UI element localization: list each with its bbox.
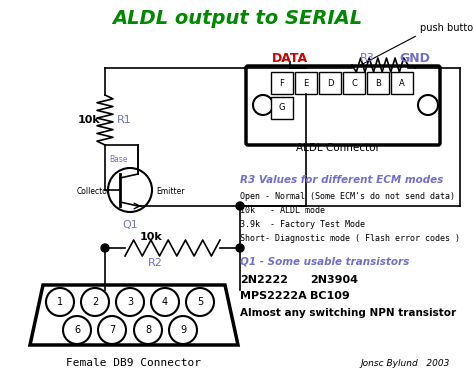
Bar — [319, 72, 341, 94]
Bar — [295, 72, 317, 94]
Circle shape — [418, 95, 438, 115]
Text: R1: R1 — [117, 115, 132, 125]
Text: 10k: 10k — [77, 115, 100, 125]
Circle shape — [236, 244, 244, 252]
Text: 10k   - ALDL mode: 10k - ALDL mode — [240, 206, 325, 215]
Circle shape — [116, 288, 144, 316]
Text: Short- Diagnostic mode ( Flash error codes ): Short- Diagnostic mode ( Flash error cod… — [240, 234, 460, 243]
Text: 4: 4 — [162, 297, 168, 307]
Circle shape — [134, 316, 162, 344]
Text: Q1 - Some usable transistors: Q1 - Some usable transistors — [240, 257, 409, 267]
FancyBboxPatch shape — [246, 66, 440, 145]
Circle shape — [46, 288, 74, 316]
Text: Emitter: Emitter — [156, 188, 184, 196]
Text: Jonsc Bylund   2003: Jonsc Bylund 2003 — [361, 359, 450, 368]
Bar — [391, 72, 413, 94]
Text: BC109: BC109 — [310, 291, 350, 301]
Bar — [271, 72, 293, 94]
Bar — [343, 72, 365, 94]
Text: 3.9k  - Factory Test Mode: 3.9k - Factory Test Mode — [240, 220, 365, 229]
Text: Collector: Collector — [77, 188, 111, 196]
Circle shape — [236, 202, 244, 210]
Text: 7: 7 — [109, 325, 115, 335]
Text: GND: GND — [400, 52, 430, 65]
Text: Female DB9 Connector: Female DB9 Connector — [66, 358, 201, 368]
Circle shape — [101, 244, 109, 252]
Text: 2: 2 — [92, 297, 98, 307]
Text: R3: R3 — [360, 53, 374, 63]
Circle shape — [169, 316, 197, 344]
Circle shape — [186, 288, 214, 316]
Text: 2N3904: 2N3904 — [310, 275, 358, 285]
Circle shape — [108, 168, 152, 212]
Bar — [367, 72, 389, 94]
Text: F: F — [280, 78, 284, 87]
Text: ALDL output to SERIAL: ALDL output to SERIAL — [112, 8, 362, 28]
Circle shape — [98, 316, 126, 344]
Text: Q1: Q1 — [122, 220, 138, 230]
Text: DATA: DATA — [272, 52, 308, 65]
Text: A: A — [399, 78, 405, 87]
Text: D: D — [327, 78, 333, 87]
Text: R2: R2 — [148, 258, 163, 268]
Text: ALDL Connector: ALDL Connector — [296, 143, 380, 153]
Text: 9: 9 — [180, 325, 186, 335]
Bar — [271, 97, 293, 119]
Circle shape — [151, 288, 179, 316]
Circle shape — [253, 95, 273, 115]
Text: push button: push button — [420, 23, 474, 33]
Polygon shape — [30, 285, 238, 345]
Text: 5: 5 — [197, 297, 203, 307]
Text: 1: 1 — [57, 297, 63, 307]
Text: Open - Normal (Some ECM's do not send data): Open - Normal (Some ECM's do not send da… — [240, 192, 455, 201]
Circle shape — [81, 288, 109, 316]
Text: B: B — [375, 78, 381, 87]
Text: 3: 3 — [127, 297, 133, 307]
Text: 6: 6 — [74, 325, 80, 335]
Text: Base: Base — [109, 155, 128, 165]
Text: 8: 8 — [145, 325, 151, 335]
Text: MPS2222A: MPS2222A — [240, 291, 307, 301]
Text: G: G — [279, 104, 285, 113]
Text: Almost any switching NPN transistor: Almost any switching NPN transistor — [240, 308, 456, 318]
Circle shape — [63, 316, 91, 344]
Text: E: E — [303, 78, 309, 87]
Text: R3 Values for different ECM modes: R3 Values for different ECM modes — [240, 175, 443, 185]
Text: 2N2222: 2N2222 — [240, 275, 288, 285]
Text: C: C — [351, 78, 357, 87]
Text: 10k: 10k — [140, 232, 163, 242]
